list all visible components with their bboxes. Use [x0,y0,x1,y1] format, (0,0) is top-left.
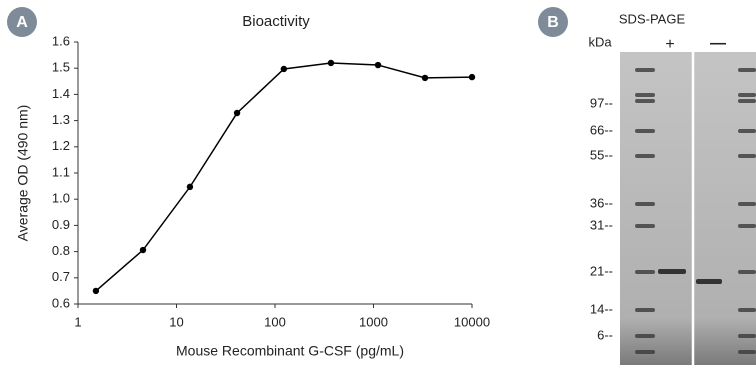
marker-band [635,68,655,72]
data-point [187,184,193,190]
marker-label: 97-- [590,95,613,110]
marker-band [738,154,756,158]
x-tick-label: 100 [264,314,286,329]
gel-image [620,52,756,365]
data-point [281,66,287,72]
y-tick-label: 1.4 [52,86,70,101]
marker-band [635,308,655,312]
marker-band [738,93,756,97]
y-tick-label: 1.5 [52,60,70,75]
marker-band [738,202,756,206]
data-point [234,110,240,116]
figure: A Bioactivity Mouse Recombinant G-CSF (p… [0,0,756,365]
marker-label: 6-- [597,327,613,342]
marker-band [635,154,655,158]
marker-band [635,334,655,338]
y-tick-label: 0.8 [52,243,70,258]
marker-label: 55-- [590,147,613,162]
y-tick-label: 1.6 [52,33,70,48]
lane-label: + [665,36,674,53]
panel-label: B [547,14,559,31]
data-point [140,247,146,253]
x-tick-label: 1 [74,314,81,329]
marker-label: 31-- [590,217,613,232]
x-tick-label: 10000 [454,314,490,329]
marker-band [738,350,756,354]
marker-band [738,334,756,338]
y-tick-label: 1.2 [52,138,70,153]
y-tick-label: 1.3 [52,112,70,127]
data-point [328,60,334,66]
marker-band [738,270,756,274]
y-tick-label: 0.6 [52,295,70,310]
x-tick-label: 1000 [359,314,388,329]
marker-band [738,224,756,228]
marker-band [738,99,756,103]
panel-label: A [16,14,28,31]
chart-title: Bioactivity [242,13,310,30]
sample-band [696,279,722,284]
marker-band [635,270,655,274]
lane-label: — [710,35,726,52]
x-axis-label: Mouse Recombinant G-CSF (pg/mL) [176,343,404,359]
gel-title: SDS-PAGE [619,11,686,26]
marker-label: 66-- [590,122,613,137]
marker-band [635,224,655,228]
marker-band [738,308,756,312]
y-tick-label: 1.1 [52,164,70,179]
y-tick-label: 0.7 [52,269,70,284]
marker-band [738,129,756,133]
marker-label: 21-- [590,263,613,278]
marker-band [738,68,756,72]
data-point [422,75,428,81]
data-point [469,74,475,80]
marker-label: 36-- [590,195,613,210]
data-point [93,288,99,294]
gel-unit: kDa [588,34,612,49]
sample-band [658,269,686,274]
x-tick-label: 10 [169,314,183,329]
data-point [375,62,381,68]
marker-band [635,93,655,97]
marker-band [635,202,655,206]
y-tick-label: 0.9 [52,217,70,232]
marker-band [635,350,655,354]
marker-band [635,99,655,103]
y-tick-label: 1.0 [52,191,70,206]
y-axis-label: Average OD (490 nm) [15,105,31,242]
marker-band [635,129,655,133]
data-line [96,63,472,291]
marker-label: 14-- [590,301,613,316]
